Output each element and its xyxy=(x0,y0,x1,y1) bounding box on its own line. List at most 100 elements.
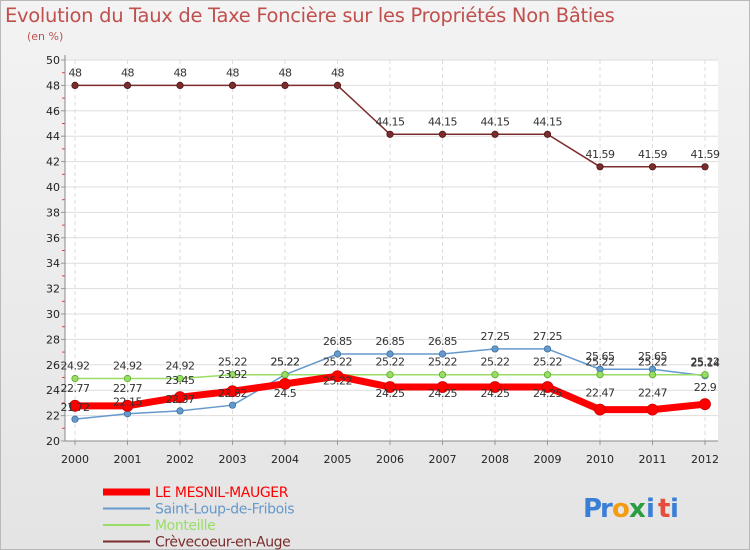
x-tick-label: 2010 xyxy=(586,453,614,466)
data-point xyxy=(701,163,709,171)
data-point xyxy=(543,345,552,353)
data-point xyxy=(71,374,79,383)
y-tick-label: 44 xyxy=(46,130,60,143)
data-point xyxy=(228,81,237,90)
data-label: 22.37 xyxy=(166,393,195,406)
data-label: 44.15 xyxy=(428,115,457,128)
y-tick-label: 46 xyxy=(46,105,60,118)
y-tick-label: 30 xyxy=(46,308,60,321)
y-tick-label: 32 xyxy=(46,283,60,296)
x-tick-label: 2001 xyxy=(114,453,142,466)
y-tick-label: 42 xyxy=(46,156,60,169)
data-point xyxy=(69,399,81,412)
data-point xyxy=(71,415,79,423)
data-point xyxy=(174,391,186,404)
data-point xyxy=(279,377,291,390)
data-label: 41.59 xyxy=(586,148,615,161)
data-label: 22.77 xyxy=(61,382,90,395)
data-label: 41.59 xyxy=(691,148,720,161)
data-point xyxy=(491,345,499,353)
data-label: 26.85 xyxy=(376,335,405,348)
data-label: 22.15 xyxy=(113,396,142,409)
data-point xyxy=(228,401,237,409)
y-tick-label: 36 xyxy=(46,232,60,245)
y-tick-label: 34 xyxy=(46,257,60,270)
data-label: 26.85 xyxy=(323,335,352,348)
data-label: 25.22 xyxy=(428,356,457,369)
data-point xyxy=(438,130,447,138)
y-tick-label: 48 xyxy=(46,79,60,92)
logo-letter: r xyxy=(600,494,613,524)
data-label: 27.25 xyxy=(481,330,510,343)
legend-entry: Crèvecoeur-en-Auge xyxy=(155,535,290,550)
y-tick-label: 38 xyxy=(46,206,60,219)
x-tick-label: 2006 xyxy=(376,453,404,466)
data-point xyxy=(228,371,237,379)
data-point xyxy=(386,130,394,138)
data-label: 48 xyxy=(226,66,239,79)
data-point xyxy=(71,81,79,90)
data-label: 25.22 xyxy=(271,356,300,369)
data-point xyxy=(384,381,396,393)
y-tick-label: 28 xyxy=(46,333,60,346)
y-tick-label: 20 xyxy=(46,435,60,448)
y-tick-label: 26 xyxy=(46,359,60,372)
data-point xyxy=(543,371,552,379)
data-label: 24.25 xyxy=(376,387,405,400)
data-label: 26.85 xyxy=(428,335,457,348)
data-point xyxy=(333,350,342,358)
data-label: 22.47 xyxy=(586,387,615,400)
x-tick-label: 2011 xyxy=(639,453,667,466)
logo-letter: i xyxy=(646,494,655,524)
data-point xyxy=(281,81,289,90)
x-tick-label: 2000 xyxy=(61,453,89,466)
x-tick-label: 2008 xyxy=(481,453,509,466)
data-labels: 22.77 22.77 23.45 23.92 22.47 22.47 22.9 21.72 2… xyxy=(61,66,721,414)
legend-entry: LE MESNIL-MAUGER xyxy=(155,485,289,501)
data-label: 25.65 xyxy=(586,350,615,363)
data-label: 25.22 xyxy=(323,375,352,388)
data-point xyxy=(176,407,184,415)
data-point xyxy=(646,403,659,416)
data-point xyxy=(226,385,239,398)
data-label: 24.92 xyxy=(166,360,195,373)
legend-entry: Monteille xyxy=(155,518,215,534)
data-point xyxy=(594,403,606,416)
data-point xyxy=(281,371,289,379)
x-tick-label: 2004 xyxy=(271,453,299,466)
logo-letter: i xyxy=(670,494,679,524)
proxiti-logo: Pr o x i t i xyxy=(583,494,679,524)
legend-entry: Saint-Loup-de-Fribois xyxy=(155,502,294,518)
y-tick-label: 22 xyxy=(46,410,60,423)
data-label: 23.45 xyxy=(166,374,195,387)
data-label: 24.5 xyxy=(274,387,297,400)
data-point xyxy=(176,374,184,383)
data-label: 44.15 xyxy=(481,115,510,128)
axes: 20 22 24 26 28 30 32 34 36 38 40 42 44 46 48 50 2000 2001… xyxy=(46,54,719,466)
data-label: 27.25 xyxy=(533,330,562,343)
data-point xyxy=(438,350,447,358)
data-point xyxy=(648,163,657,171)
data-label: 25.22 xyxy=(271,356,300,369)
data-label: 25.14 xyxy=(691,357,720,370)
data-point xyxy=(386,371,394,379)
data-label: 24.92 xyxy=(61,360,90,373)
data-label: 25.22 xyxy=(218,356,247,369)
data-label: 48 xyxy=(279,66,292,79)
data-point xyxy=(491,371,499,379)
data-point xyxy=(386,350,394,358)
data-point xyxy=(648,371,657,379)
data-point xyxy=(123,374,132,383)
x-tick-label: 2007 xyxy=(429,453,457,466)
data-point xyxy=(491,130,499,138)
data-point xyxy=(123,81,132,90)
y-axis-unit-label: (en %) xyxy=(27,30,64,43)
data-label: 24.92 xyxy=(113,360,142,373)
data-point xyxy=(333,81,342,90)
series xyxy=(69,81,711,423)
data-point xyxy=(596,163,604,171)
x-tick-label: 2012 xyxy=(691,453,719,466)
data-label: 25.22 xyxy=(586,356,615,369)
data-label: 25.22 xyxy=(691,356,720,369)
